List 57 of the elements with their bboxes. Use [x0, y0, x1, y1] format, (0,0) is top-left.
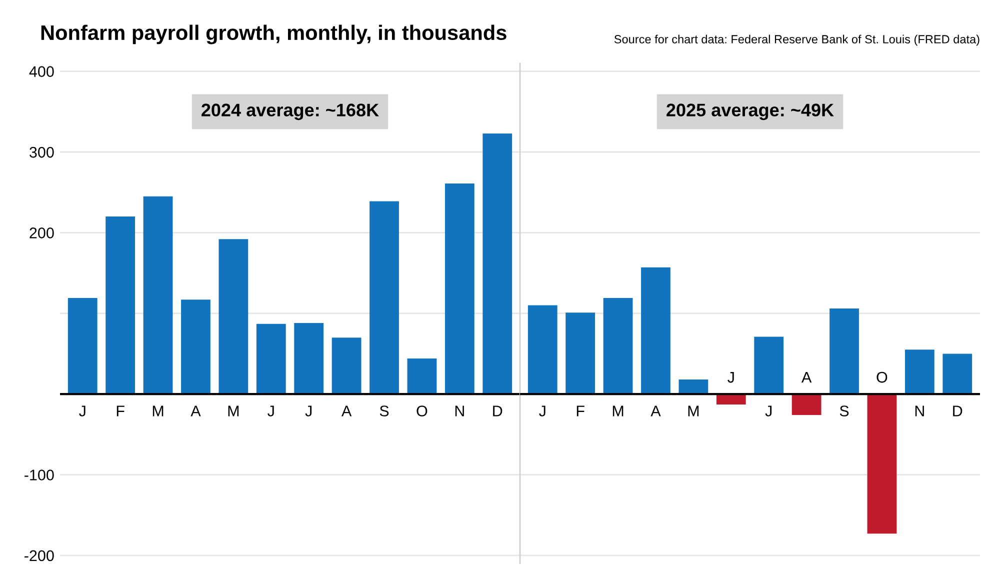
bar: [68, 298, 98, 394]
bar: [716, 394, 746, 405]
x-tick-label: A: [650, 406, 661, 416]
x-tick-label: A: [190, 406, 201, 416]
bar: [181, 300, 210, 394]
y-tick-label: -100: [24, 470, 54, 480]
annotation: 2024 average: ~168K: [202, 104, 379, 120]
x-tick-label: M: [688, 406, 699, 416]
bar: [294, 323, 324, 394]
x-tick-label: M: [612, 406, 624, 416]
x-tick-label: D: [493, 406, 502, 416]
x-tick-label: N: [915, 406, 924, 416]
chart-title: Nonfarm payroll growth, monthly, in thousands: [41, 24, 506, 44]
x-tick-label: J: [268, 406, 274, 416]
x-tick-label: A: [801, 372, 812, 383]
y-tick-label: 200: [30, 228, 54, 238]
x-tick-label: S: [840, 406, 849, 416]
y-tick-label: 300: [30, 146, 54, 158]
bar: [218, 239, 248, 394]
x-tick-label: S: [380, 406, 389, 416]
bar: [407, 358, 437, 394]
x-tick-label: J: [728, 372, 734, 383]
bar: [904, 350, 934, 394]
x-tick-label: J: [539, 406, 546, 416]
bar: [444, 183, 474, 394]
bar: [942, 354, 972, 394]
y-tick-label: 400: [29, 66, 54, 78]
bar: [603, 298, 633, 394]
bar: [482, 133, 512, 394]
bar: [106, 216, 136, 394]
annotation: 2025 average: ~49K: [666, 104, 834, 120]
x-tick-label: D: [953, 406, 962, 416]
bar: [332, 338, 362, 394]
bar: [792, 394, 822, 416]
bar: [641, 267, 670, 394]
y-tick-label: -200: [24, 550, 54, 562]
x-tick-label: J: [79, 406, 86, 416]
x-tick-label: O: [876, 372, 888, 383]
bar: [867, 394, 897, 534]
x-tick-label: F: [576, 406, 584, 416]
x-tick-label: M: [228, 406, 239, 416]
x-tick-label: A: [341, 406, 352, 416]
bar: [754, 336, 784, 394]
x-tick-label: M: [152, 406, 164, 416]
bar: [566, 312, 596, 394]
bar: [256, 324, 286, 394]
x-tick-label: O: [416, 406, 428, 416]
bar: [678, 380, 708, 394]
bar: [370, 201, 399, 394]
x-tick-label: J: [765, 406, 772, 416]
x-tick-label: J: [305, 406, 312, 416]
bar: [143, 196, 173, 394]
x-tick-label: N: [455, 406, 464, 416]
source-note: Source for chart data: Federal Reserve Bank of St. Louis (FRED data): [614, 34, 980, 46]
bar: [528, 305, 558, 394]
x-tick-label: F: [116, 406, 124, 416]
bar: [830, 308, 859, 394]
